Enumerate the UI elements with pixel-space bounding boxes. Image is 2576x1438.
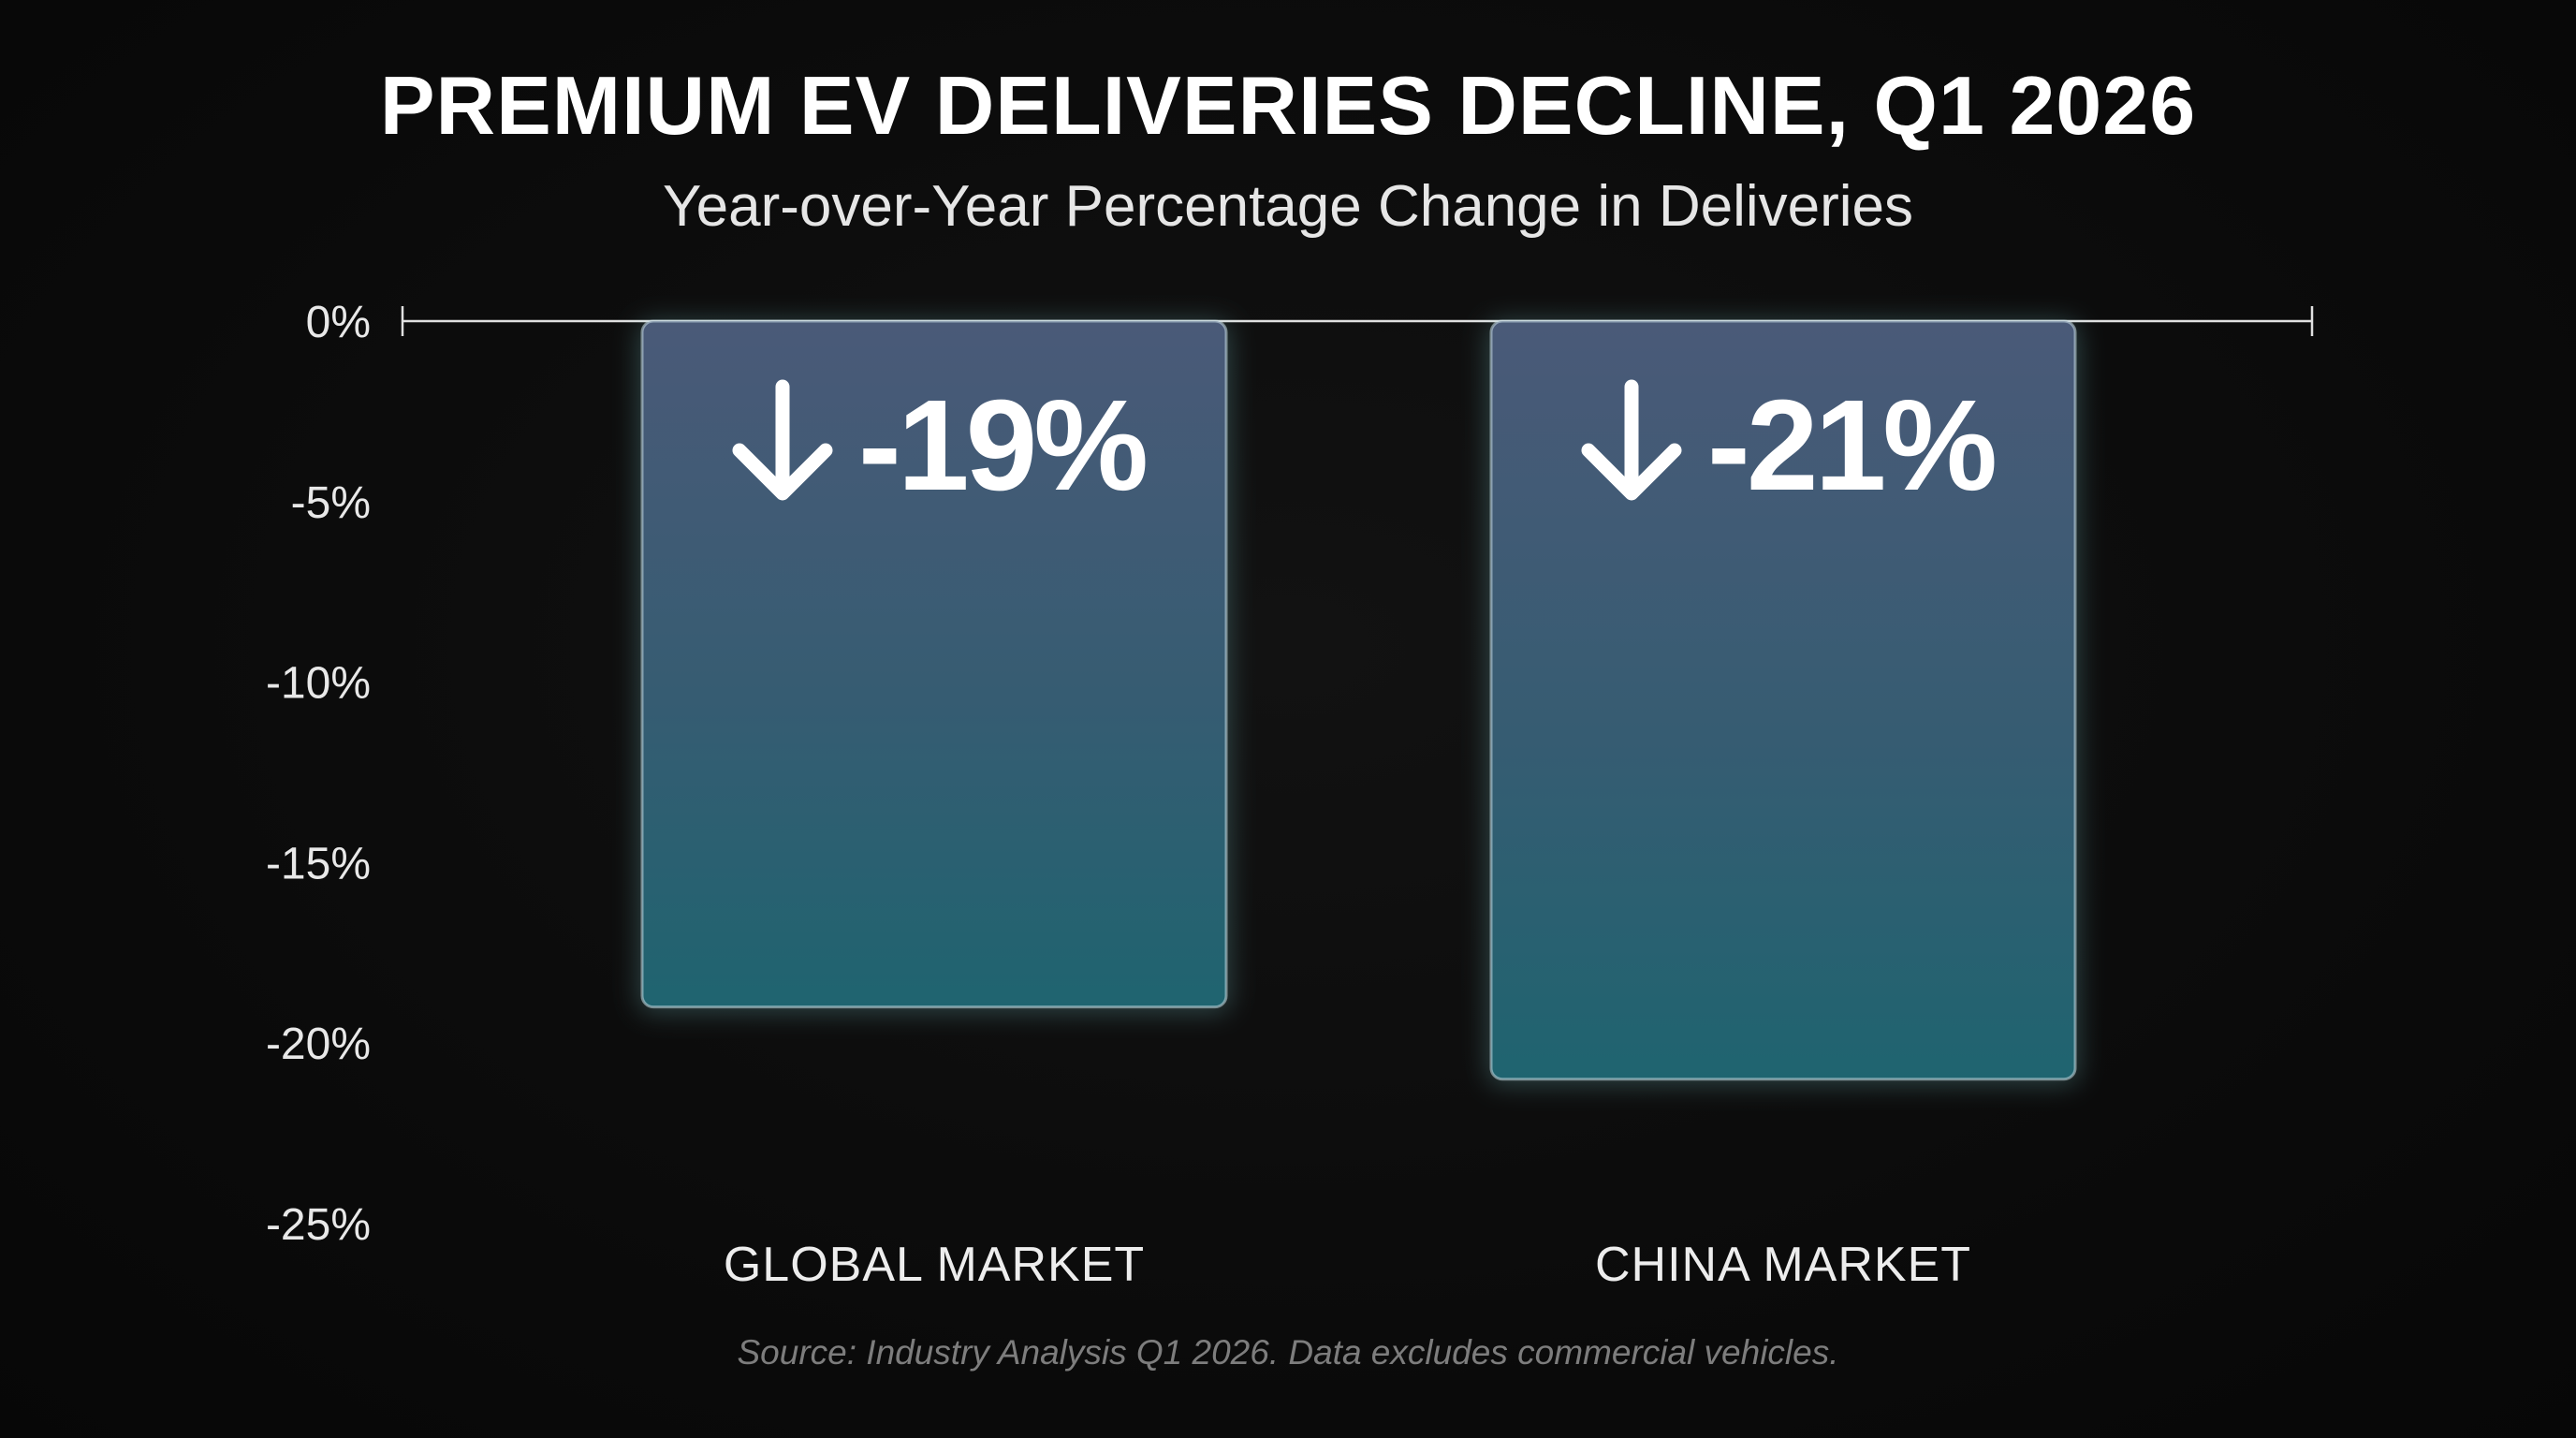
y-tick-label: -5%	[291, 478, 371, 528]
y-tick-label: -25%	[266, 1200, 371, 1250]
chart-title: PREMIUM EV DELIVERIES DECLINE, Q1 2026	[379, 59, 2197, 152]
bar-china-market	[1489, 319, 2077, 1081]
y-tick-label: -15%	[266, 839, 371, 888]
bar-value-label: -21%	[1707, 374, 1995, 518]
y-tick-label: 0%	[306, 298, 371, 347]
source-note: Source: Industry Analysis Q1 2026. Data …	[737, 1333, 1839, 1372]
chart-subtitle: Year-over-Year Percentage Change in Deli…	[662, 174, 1914, 239]
bar-value-label: -19%	[858, 374, 1146, 518]
y-tick-label: -20%	[266, 1020, 371, 1069]
x-category-label: GLOBAL MARKET	[724, 1238, 1145, 1292]
y-tick-label: -10%	[266, 659, 371, 709]
arrow-down-icon	[732, 379, 833, 501]
x-category-label: CHINA MARKET	[1595, 1238, 1971, 1292]
arrow-down-icon	[1581, 379, 1682, 501]
